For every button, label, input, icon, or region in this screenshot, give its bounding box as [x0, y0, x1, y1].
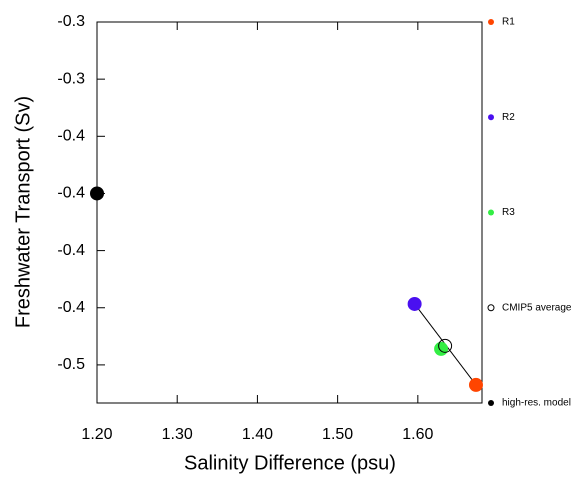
x-tick-label: 1.40: [242, 426, 273, 443]
legend-marker: [488, 400, 494, 406]
legend-label: R1: [502, 17, 515, 28]
data-point: [407, 296, 422, 311]
legend-marker: [487, 304, 495, 312]
y-tick-label: -0.3: [57, 13, 85, 30]
legend-label: CMIP5 average: [502, 302, 572, 313]
y-tick-label: -0.4: [57, 128, 85, 145]
y-tick-label: -0.5: [57, 356, 85, 373]
y-tick-label: -0.4: [57, 185, 85, 202]
x-axis-label: Salinity Difference (psu): [184, 452, 396, 474]
x-tick-label: 1.60: [402, 426, 433, 443]
legend-marker: [488, 19, 494, 25]
legend-marker: [488, 114, 494, 121]
x-tick-label: 1.20: [81, 426, 112, 443]
legend-label: R2: [502, 112, 515, 123]
data-point: [468, 377, 483, 392]
plot-frame: [96, 21, 483, 404]
x-tick-label: 1.30: [162, 426, 193, 443]
y-tick-label: -0.4: [57, 242, 85, 259]
y-tick-label: -0.3: [57, 70, 85, 87]
data-point: [90, 186, 104, 201]
y-axis-label: Freshwater Transport (Sv): [12, 96, 34, 328]
legend-marker: [488, 209, 494, 216]
legend-label: R3: [502, 207, 515, 218]
data-point: [438, 338, 453, 353]
y-tick-label: -0.4: [57, 299, 85, 316]
legend-label: high-res. model: [502, 398, 571, 409]
x-tick-label: 1.50: [322, 426, 353, 443]
